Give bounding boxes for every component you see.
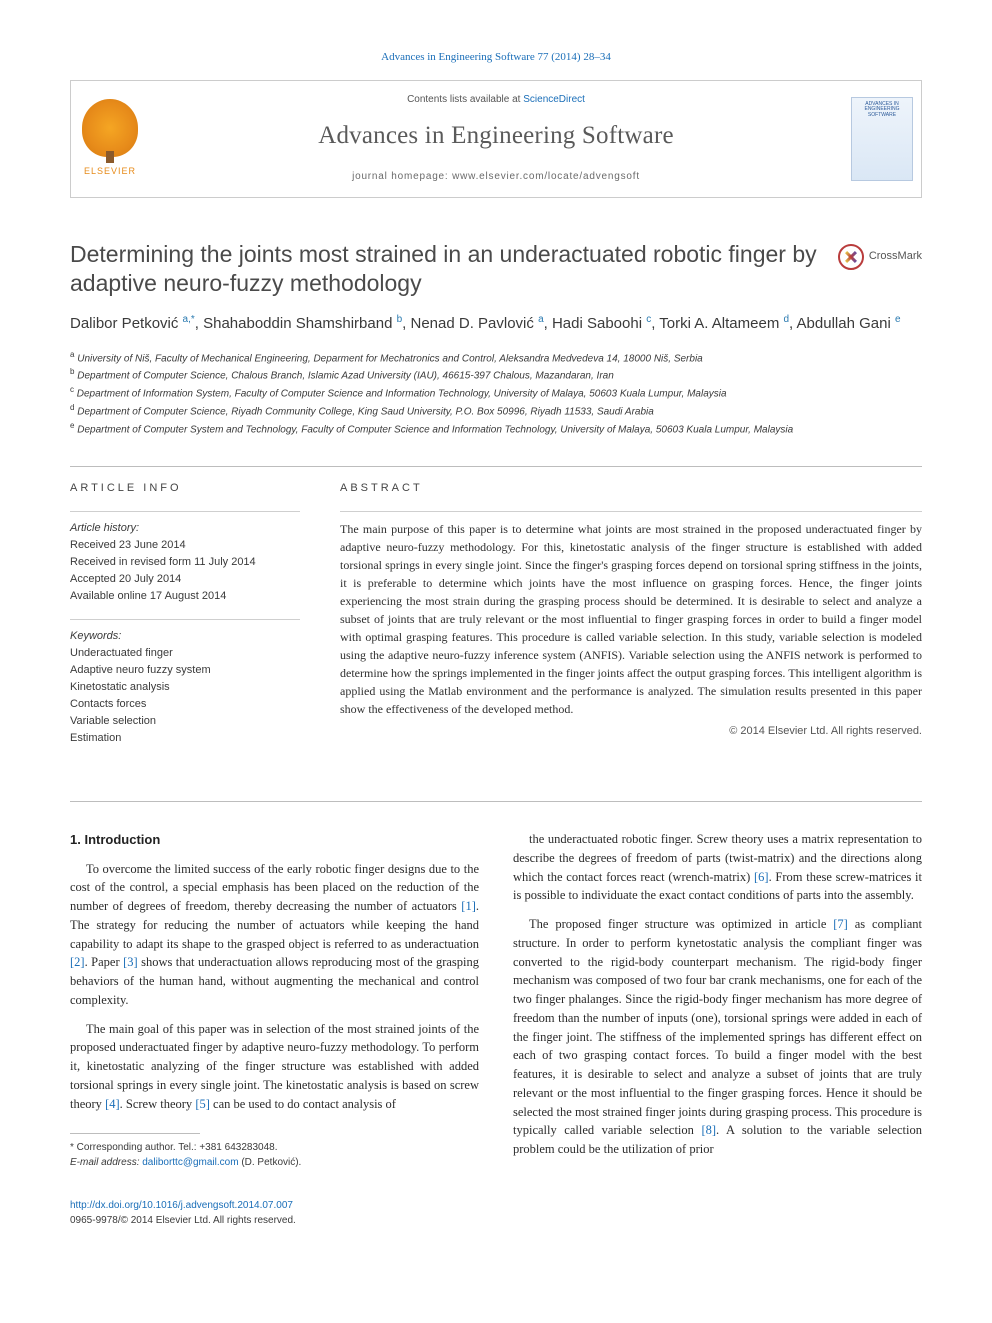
article-info-head: ARTICLE INFO — [70, 481, 300, 497]
affiliation-line: b Department of Computer Science, Chalou… — [70, 366, 922, 384]
abstract-col: ABSTRACT The main purpose of this paper … — [340, 481, 922, 762]
affiliation-line: e Department of Computer System and Tech… — [70, 420, 922, 438]
keyword: Contacts forces — [70, 696, 300, 713]
history-label: Article history: — [70, 520, 300, 537]
corresponding-line: * Corresponding author. Tel.: +381 64328… — [70, 1140, 479, 1155]
journal-cover[interactable]: ADVANCES IN ENGINEERING SOFTWARE — [843, 81, 921, 197]
history-line: Received in revised form 11 July 2014 — [70, 554, 300, 571]
body-paragraph: the underactuated robotic finger. Screw … — [513, 830, 922, 905]
keyword: Underactuated finger — [70, 645, 300, 662]
citation-link[interactable]: Advances in Engineering Software 77 (201… — [381, 51, 611, 63]
email-label: E-mail address: — [70, 1157, 139, 1168]
elsevier-logo[interactable]: ELSEVIER — [71, 81, 149, 197]
article-info-col: ARTICLE INFO Article history: Received 2… — [70, 481, 300, 762]
affiliation-line: c Department of Information System, Facu… — [70, 384, 922, 402]
contents-prefix: Contents lists available at — [407, 94, 523, 105]
journal-title: Advances in Engineering Software — [318, 118, 674, 154]
abstract-copyright: © 2014 Elsevier Ltd. All rights reserved… — [340, 724, 922, 740]
crossmark-label: CrossMark — [869, 249, 922, 265]
keyword: Estimation — [70, 730, 300, 747]
journal-header: ELSEVIER Contents lists available at Sci… — [70, 80, 922, 198]
top-citation: Advances in Engineering Software 77 (201… — [70, 50, 922, 66]
article-title: Determining the joints most strained in … — [70, 240, 838, 299]
abstract-text: The main purpose of this paper is to det… — [340, 511, 922, 718]
homepage-link[interactable]: www.elsevier.com/locate/advengsoft — [452, 171, 640, 182]
history-line: Received 23 June 2014 — [70, 537, 300, 554]
header-center: Contents lists available at ScienceDirec… — [149, 81, 843, 197]
homepage-line: journal homepage: www.elsevier.com/locat… — [352, 170, 640, 185]
body-paragraph: The main goal of this paper was in selec… — [70, 1020, 479, 1114]
abstract-head: ABSTRACT — [340, 481, 922, 497]
sciencedirect-link[interactable]: ScienceDirect — [523, 94, 585, 105]
elsevier-label: ELSEVIER — [84, 165, 136, 178]
body-paragraph: To overcome the limited success of the e… — [70, 860, 479, 1010]
footnote-separator — [70, 1133, 200, 1134]
email-line: E-mail address: daliborttc@gmail.com (D.… — [70, 1155, 479, 1170]
page: Advances in Engineering Software 77 (201… — [0, 0, 992, 1268]
history-line: Available online 17 August 2014 — [70, 588, 300, 605]
affiliation-line: a University of Niš, Faculty of Mechanic… — [70, 349, 922, 367]
homepage-label: journal homepage: — [352, 171, 452, 182]
keywords-label: Keywords: — [70, 628, 300, 645]
cover-line-3: SOFTWARE — [868, 113, 896, 119]
section-divider — [70, 801, 922, 802]
body-columns: 1. Introduction To overcome the limited … — [70, 830, 922, 1170]
title-row: Determining the joints most strained in … — [70, 240, 922, 299]
keywords-block: Keywords: Underactuated fingerAdaptive n… — [70, 619, 300, 747]
corresponding-footnote: * Corresponding author. Tel.: +381 64328… — [70, 1140, 479, 1170]
elsevier-tree-icon — [82, 99, 138, 157]
article-history: Article history: Received 23 June 2014Re… — [70, 511, 300, 605]
footer-meta: http://dx.doi.org/10.1016/j.advengsoft.2… — [70, 1198, 922, 1228]
body-paragraph: The proposed finger structure was optimi… — [513, 915, 922, 1159]
keyword: Kinetostatic analysis — [70, 679, 300, 696]
affiliation-line: d Department of Computer Science, Riyadh… — [70, 402, 922, 420]
issn-line: 0965-9978/© 2014 Elsevier Ltd. All right… — [70, 1213, 922, 1228]
doi-link[interactable]: http://dx.doi.org/10.1016/j.advengsoft.2… — [70, 1200, 293, 1211]
contents-line: Contents lists available at ScienceDirec… — [407, 93, 585, 108]
journal-cover-inner: ADVANCES IN ENGINEERING SOFTWARE — [851, 97, 913, 181]
info-abstract-row: ARTICLE INFO Article history: Received 2… — [70, 466, 922, 762]
crossmark[interactable]: CrossMark — [838, 244, 922, 270]
history-line: Accepted 20 July 2014 — [70, 571, 300, 588]
email-link[interactable]: daliborttc@gmail.com — [142, 1157, 238, 1168]
email-person: (D. Petković). — [241, 1157, 301, 1168]
section-heading: 1. Introduction — [70, 830, 479, 850]
keyword: Variable selection — [70, 713, 300, 730]
affiliations: a University of Niš, Faculty of Mechanic… — [70, 349, 922, 438]
crossmark-icon — [838, 244, 864, 270]
authors: Dalibor Petković a,*, Shahaboddin Shamsh… — [70, 313, 922, 335]
keyword: Adaptive neuro fuzzy system — [70, 662, 300, 679]
